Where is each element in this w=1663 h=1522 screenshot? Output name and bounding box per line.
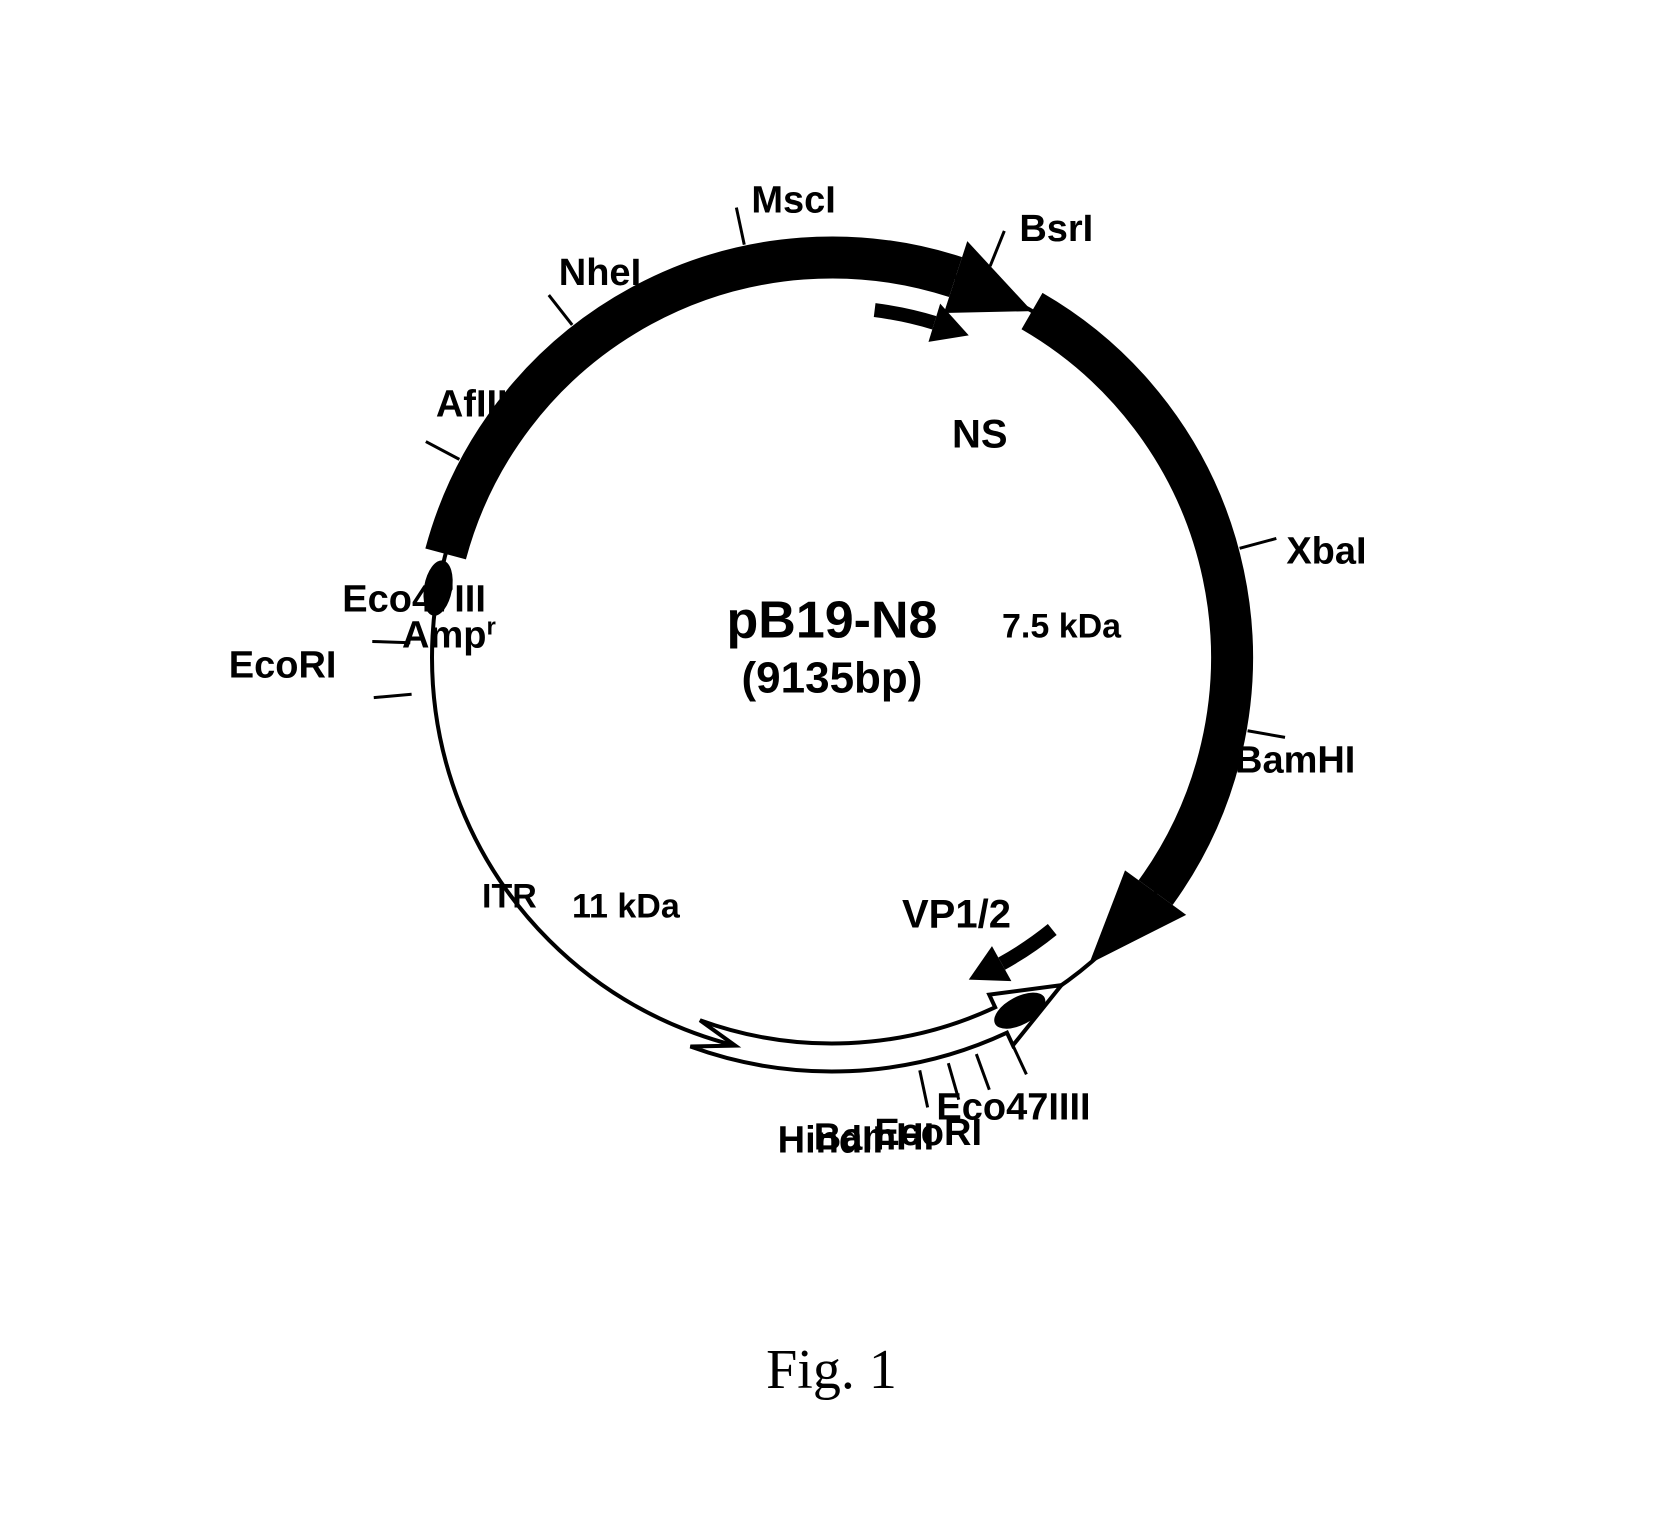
label-ITR1: ITR [777,247,832,285]
label-kda75: 7.5 kDa [1002,607,1122,645]
plasmid-diagram: EcoRIEco47IIIAfIIINheIMscIBsrIXbaIBamHIE… [132,107,1532,1262]
label-ITR2: ITR [482,877,537,915]
label-kda11: 11 kDa [572,887,681,925]
site-label-7: BamHI [1235,739,1355,781]
site-tick-4 [736,207,744,244]
label-AmpR: Ampr [402,613,496,657]
site-label-2: AfIII [435,383,507,425]
gene-arrowhead-NS [943,241,1031,313]
label-VP: VP1/2 [902,892,1011,936]
site-label-3: NheI [558,252,640,294]
site-label-6: XbaI [1286,530,1366,572]
site-tick-0 [373,694,411,697]
site-label-4: MscI [751,179,835,221]
site-tick-6 [1239,538,1276,548]
plasmid-svg: EcoRIEco47IIIAfIIINheIMscIBsrIXbaIBamHIE… [132,107,1532,1257]
site-label-11: HindII [777,1119,883,1161]
site-tick-9 [976,1054,989,1090]
small-arrow-kda75 [874,310,934,323]
site-tick-7 [1247,731,1284,738]
site-label-5: BsrI [1019,208,1093,250]
figure-caption: Fig. 1 [766,1338,897,1402]
plasmid-name: pB19-N8 [726,591,937,649]
label-NS: NS [952,412,1008,456]
site-tick-11 [919,1070,927,1107]
site-tick-8 [1010,1040,1026,1074]
gene-arc-NS [445,257,955,553]
plasmid-size: (9135bp) [741,653,922,702]
site-tick-2 [425,441,459,459]
gene-arc-VP [1032,311,1232,893]
site-tick-3 [548,295,571,325]
site-label-0: EcoRI [228,644,336,686]
site-tick-5 [990,231,1004,266]
